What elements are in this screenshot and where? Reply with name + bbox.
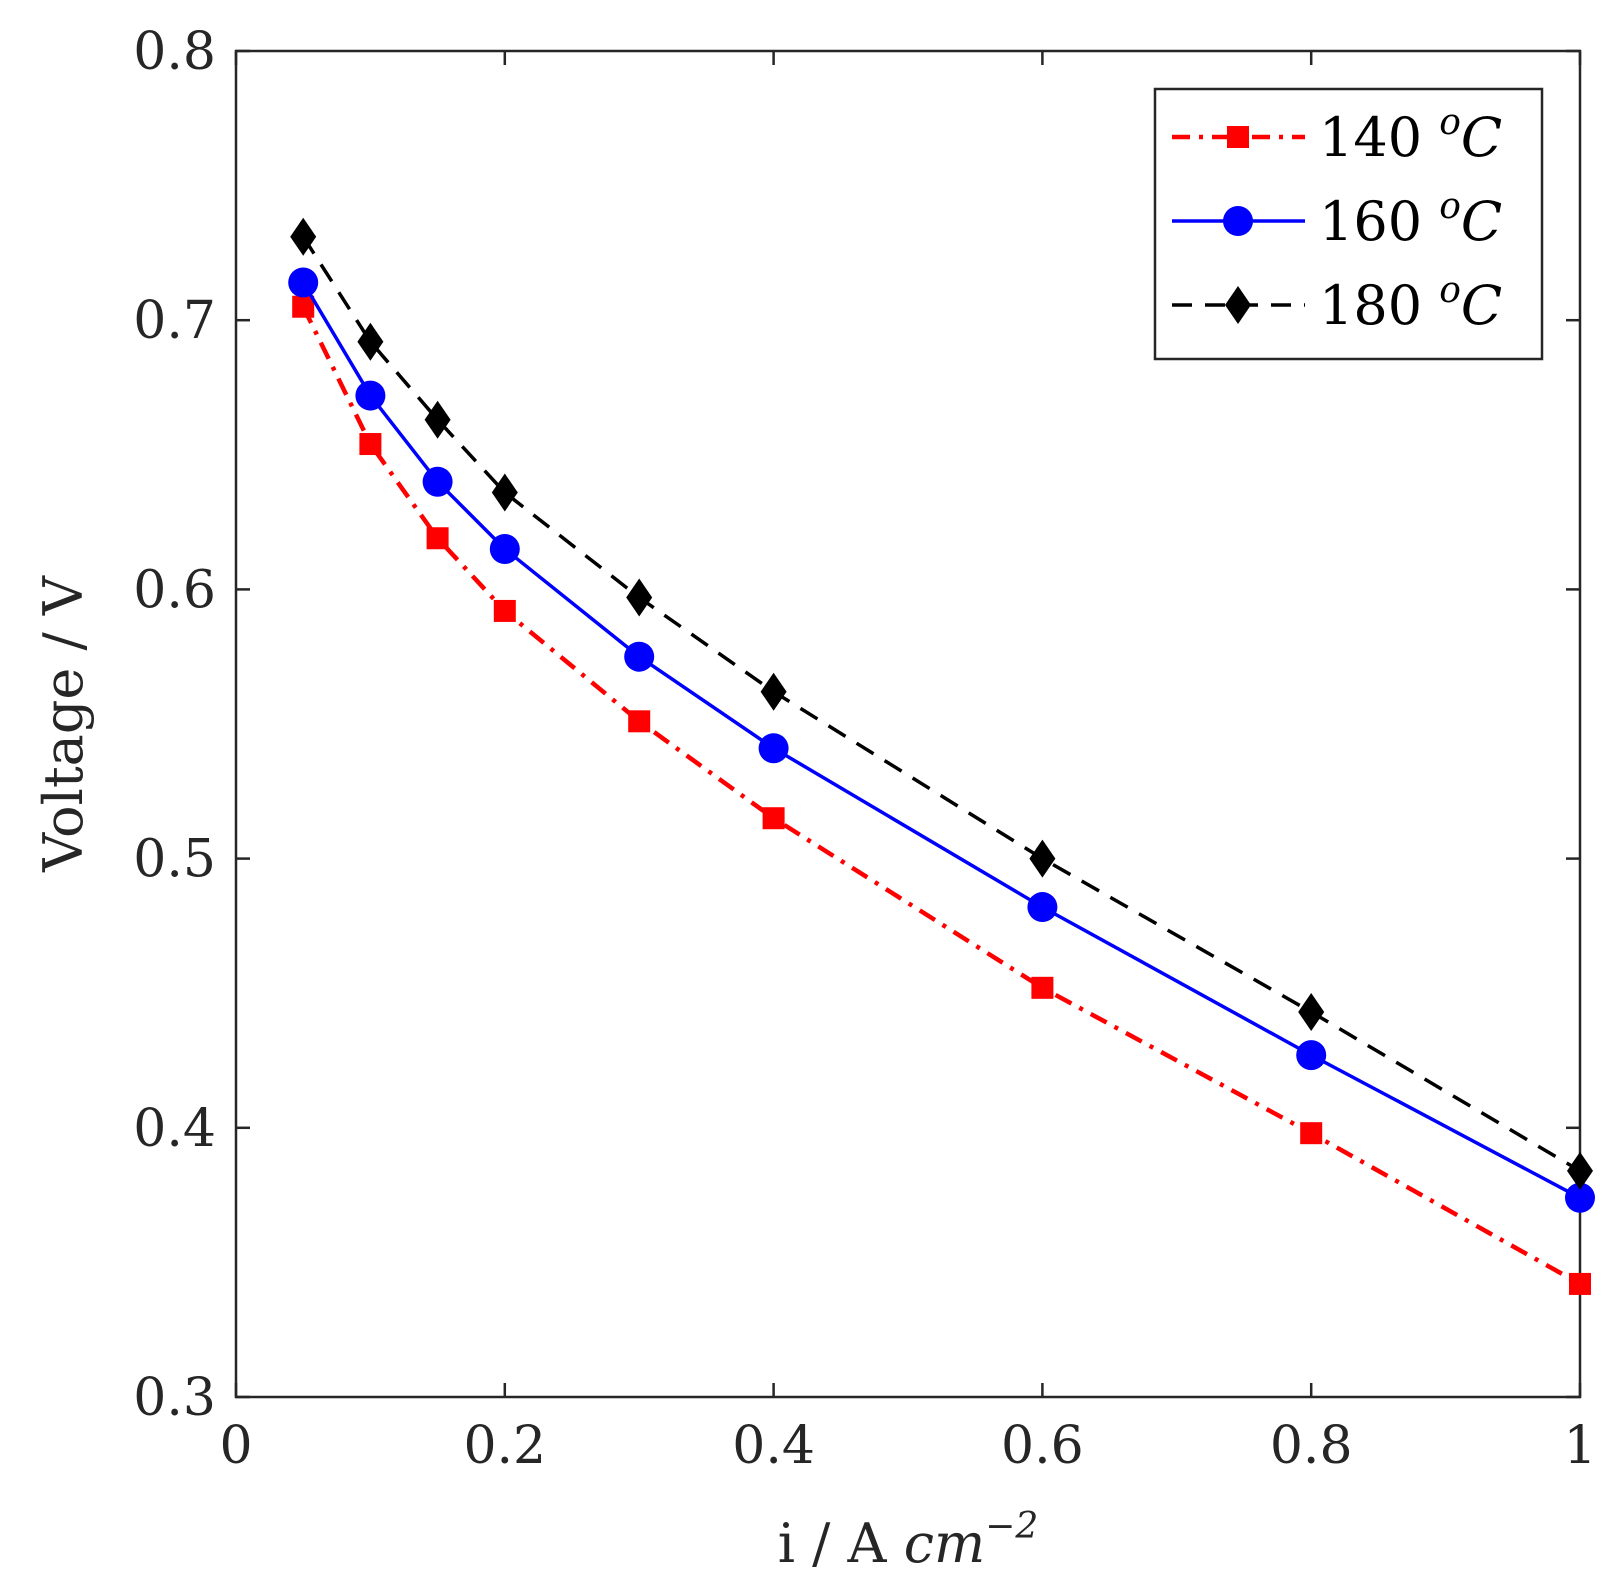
data-point-square xyxy=(493,599,516,622)
data-point-circle xyxy=(1565,1182,1595,1213)
series-layer xyxy=(288,217,1595,1295)
x-axis-title-unit: cm xyxy=(904,1512,985,1575)
x-tick-label: 0 xyxy=(219,1416,252,1476)
legend-marker-square xyxy=(1227,126,1249,148)
legend-label-value: 140 xyxy=(1319,106,1439,169)
legend-label: 160 oC xyxy=(1319,186,1502,253)
legend-label-value: 160 xyxy=(1319,190,1439,253)
legend-marker-diamond xyxy=(1225,286,1251,324)
data-point-circle xyxy=(1296,1040,1327,1071)
y-tick-label: 0.7 xyxy=(133,291,216,351)
y-tick-label: 0.8 xyxy=(133,22,216,82)
legend-label: 140 oC xyxy=(1319,102,1502,169)
data-point-diamond xyxy=(357,322,384,361)
x-tick-label: 0.6 xyxy=(1001,1416,1084,1476)
x-axis-title-main: i / A xyxy=(778,1512,888,1575)
data-point-diamond xyxy=(1029,839,1056,878)
axis-ticks: 0 0.2 0.4 0.6 0.8 1 0.3 0.4 0.5 0.6 0.7 0.8 xyxy=(133,22,1596,1476)
axes-box xyxy=(234,49,1582,1399)
y-axis-title: Voltage / V xyxy=(32,575,95,873)
series-3 xyxy=(290,217,1593,1190)
legend-box xyxy=(1153,87,1544,361)
data-point-square xyxy=(762,807,785,830)
data-point-diamond xyxy=(1298,993,1325,1032)
data-point-square xyxy=(1569,1272,1591,1295)
legend-entry-1: 140 oC xyxy=(1172,102,1502,169)
legend-entry-3: 180 oC xyxy=(1172,270,1502,337)
legend-label-unit: C xyxy=(1461,106,1502,169)
data-point-square xyxy=(1300,1122,1323,1145)
data-point-square xyxy=(359,433,382,456)
x-tick-label: 0.2 xyxy=(463,1416,546,1476)
series-line xyxy=(301,305,1582,1286)
legend-label-degree: o xyxy=(1439,270,1461,311)
series-2 xyxy=(288,267,1595,1213)
data-point-diamond xyxy=(491,473,518,512)
x-axis-title-exponent: −2 xyxy=(985,1506,1038,1547)
legend-label-degree: o xyxy=(1439,186,1461,227)
data-point-diamond xyxy=(424,400,451,439)
legend-marker-circle xyxy=(1223,206,1253,236)
legend-label-unit: C xyxy=(1461,274,1502,337)
data-point-circle xyxy=(288,267,319,298)
data-point-circle xyxy=(422,466,453,497)
data-point-square xyxy=(1031,976,1054,999)
x-tick-label: 0.4 xyxy=(732,1416,815,1476)
data-point-circle xyxy=(1027,892,1058,923)
data-point-diamond xyxy=(1567,1151,1593,1190)
y-tick-label: 0.6 xyxy=(133,560,216,620)
y-tick-label: 0.4 xyxy=(133,1099,216,1159)
x-axis-title: i / A cm−2 xyxy=(778,1506,1039,1575)
data-point-circle xyxy=(355,380,386,411)
series-1 xyxy=(292,295,1591,1295)
data-point-circle xyxy=(758,733,789,764)
data-point-diamond xyxy=(626,578,653,617)
data-point-diamond xyxy=(760,672,787,711)
data-point-square xyxy=(292,295,315,318)
y-tick-label: 0.5 xyxy=(133,830,216,890)
legend-label-value: 180 xyxy=(1319,274,1439,337)
legend-label-degree: o xyxy=(1439,102,1461,143)
x-tick-label: 0.8 xyxy=(1270,1416,1353,1476)
legend-label: 180 oC xyxy=(1319,270,1502,337)
data-point-square xyxy=(628,710,651,733)
data-point-circle xyxy=(624,641,655,672)
data-point-circle xyxy=(489,534,520,565)
data-point-square xyxy=(426,527,449,550)
y-tick-label: 0.3 xyxy=(133,1368,216,1428)
data-point-diamond xyxy=(290,217,317,256)
legend-entry-2: 160 oC xyxy=(1172,186,1502,253)
x-tick-label: 1 xyxy=(1563,1416,1596,1476)
legend-label-unit: C xyxy=(1461,190,1502,253)
